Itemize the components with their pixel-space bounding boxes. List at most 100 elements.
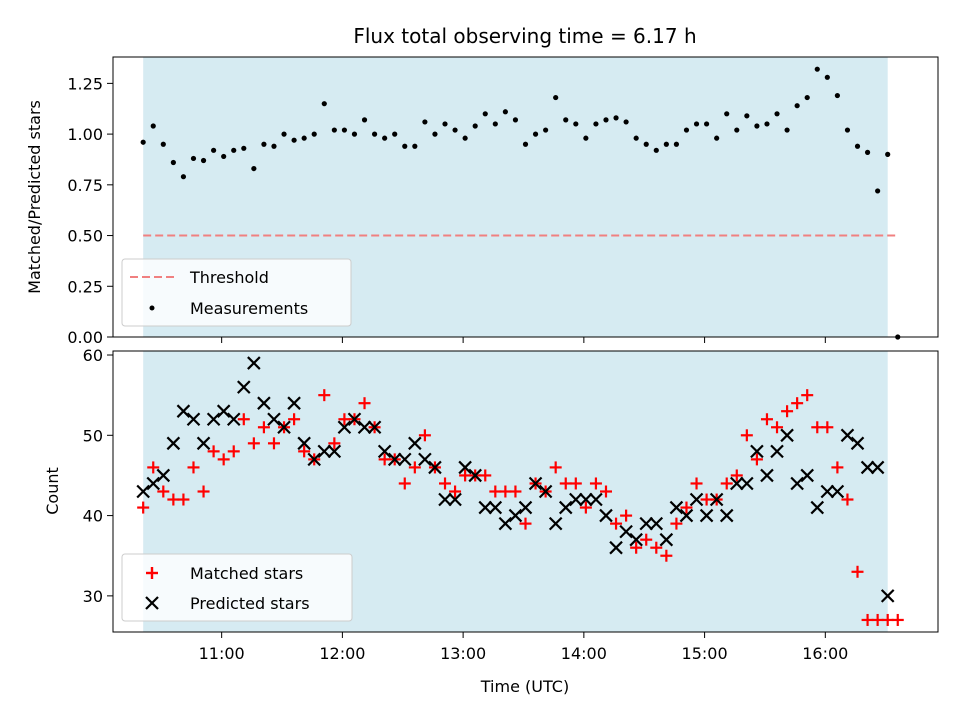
measurement-point (724, 111, 730, 117)
matched-star-point (157, 485, 170, 498)
predicted-star-point (800, 468, 814, 483)
predicted-star-point (156, 468, 171, 483)
matched-star-point (398, 477, 411, 490)
measurement-point (573, 121, 579, 127)
y-tick-label: 1.00 (67, 125, 103, 144)
legend-bottom: Matched stars Predicted stars (121, 553, 353, 622)
predicted-star-point (820, 484, 835, 499)
predicted-star-point (468, 468, 482, 483)
measurement-point (553, 94, 559, 101)
measurement-point (593, 121, 599, 127)
matched-star-point (479, 469, 492, 482)
predicted-star-point (176, 404, 191, 418)
y-tick-label: 60 (83, 346, 103, 365)
predicted-star-point (508, 508, 523, 523)
measurement-point (623, 119, 629, 125)
plot-frame-bottom (112, 350, 939, 633)
predicted-star-point (790, 476, 804, 491)
predicted-star-point (226, 412, 241, 427)
predicted-star-point (337, 420, 352, 435)
y-tick-label: 50 (83, 426, 103, 445)
predicted-star-point (297, 436, 311, 451)
measurement-point (492, 121, 498, 127)
matched-star-point (509, 485, 522, 498)
predicted-star-point (488, 500, 503, 515)
matched-star-point (549, 461, 562, 474)
measurement-point (583, 135, 589, 141)
matched-star-point (801, 389, 814, 402)
matched-star-point (227, 445, 240, 458)
measurement-point (382, 135, 388, 141)
matched-star-point (288, 413, 301, 426)
measurement-point (824, 74, 830, 80)
measurement-point (804, 94, 810, 101)
measurement-point (673, 141, 680, 147)
x-tick-label: 15:00 (682, 644, 728, 663)
predicted-star-point (448, 492, 462, 507)
predicted-star-point (589, 492, 603, 507)
predicted-star-point (136, 484, 150, 499)
matched-star-point (499, 485, 512, 498)
measurement-point (754, 123, 760, 129)
x-tick-label: 14:00 (561, 644, 607, 663)
matched-star-point (771, 421, 784, 434)
measurement-point (764, 121, 770, 127)
matched-star-point (851, 565, 864, 578)
measurement-point (452, 127, 458, 133)
predicted-star-point (377, 444, 392, 459)
predicted-star-point (709, 492, 724, 507)
predicted-star-point (196, 436, 211, 451)
matched-star-point (217, 453, 230, 466)
predicted-star-point (548, 516, 563, 531)
matched-star-point (831, 461, 844, 474)
matched-star-point (740, 429, 753, 442)
measurement-point (281, 131, 287, 137)
predicted-star-point (166, 436, 181, 451)
matched-star-point (781, 405, 794, 418)
measurement-point (864, 149, 871, 155)
matched-star-point (318, 389, 331, 402)
legend-box-top (121, 258, 352, 327)
predicted-star-point (750, 444, 764, 459)
y-tick-label: 40 (83, 507, 103, 526)
predicted-star-point (599, 508, 613, 523)
plot-frame-top (112, 56, 939, 338)
measurement-point (311, 131, 317, 137)
matched-star-point (881, 613, 894, 626)
matched-star-point (519, 517, 532, 530)
matched-star-point (791, 397, 804, 410)
measurement-point (784, 127, 790, 133)
measurement-point (301, 135, 307, 141)
predicted-star-point (569, 492, 583, 507)
measurement-point (412, 143, 418, 149)
measurement-point (402, 143, 408, 149)
chart-title: Flux total observing time = 6.17 h (353, 24, 696, 48)
predicted-star-point (860, 460, 875, 475)
predicted-star-point (287, 396, 301, 410)
measurement-point (663, 141, 669, 147)
matched-star-point (610, 517, 623, 530)
y-tick-label: 0.00 (67, 328, 103, 347)
measurement-point (211, 147, 217, 153)
predicted-star-point (629, 532, 643, 547)
measurement-point (140, 139, 146, 145)
predicted-star-point (579, 492, 593, 507)
matched-star-point (459, 469, 472, 482)
measurement-point (844, 127, 851, 133)
matched-star-point (720, 477, 733, 490)
measurement-point (885, 151, 891, 157)
predicted-star-point (267, 412, 281, 427)
matched-star-point (147, 461, 160, 474)
matched-star-point (680, 501, 693, 514)
predicted-star-point (216, 404, 231, 418)
measurement-point (834, 92, 840, 99)
measurement-point (432, 131, 438, 137)
predicted-star-point (357, 420, 372, 435)
matched-star-point (207, 445, 220, 458)
measurement-point (512, 117, 519, 123)
legend-top: Threshold Measurements (121, 258, 352, 327)
measurement-point (502, 109, 508, 115)
y-tick-label: 0.25 (67, 277, 103, 296)
measurement-point (482, 111, 488, 117)
